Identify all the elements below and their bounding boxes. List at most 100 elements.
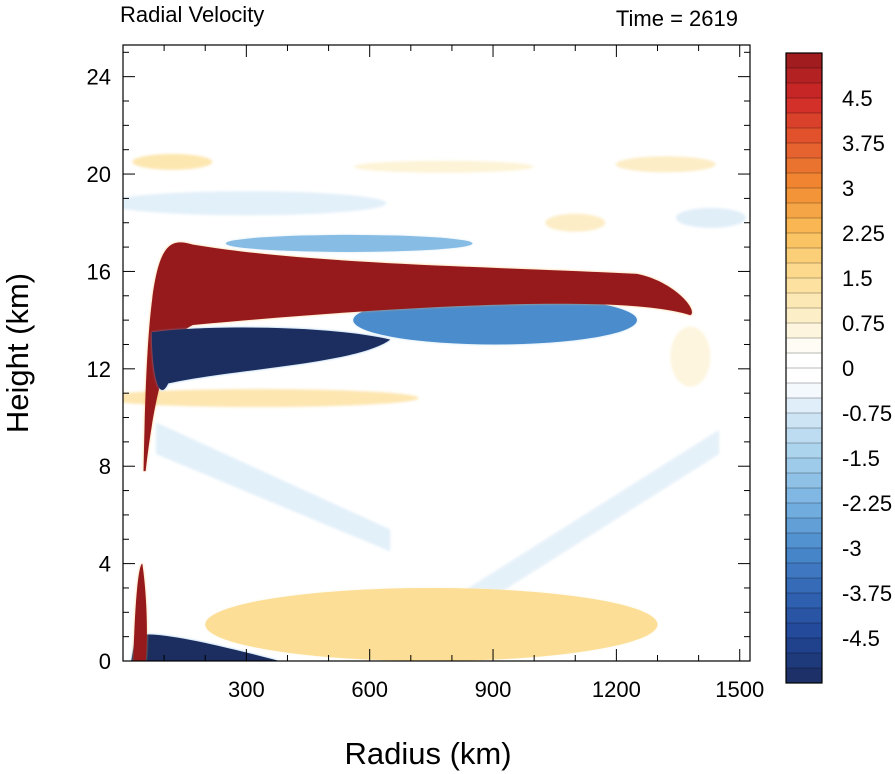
- heatmap-field: [123, 153, 746, 661]
- midlevel-patch: [670, 326, 711, 387]
- x-tick-label: 600: [351, 677, 388, 702]
- x-tick-label: 1200: [592, 677, 641, 702]
- colorbar-box: [786, 128, 822, 144]
- heatmap-feature-low-level-outflow: [205, 587, 658, 661]
- colorbar-box: [786, 518, 822, 534]
- colorbar-box: [786, 188, 822, 204]
- feature-core: [131, 634, 280, 661]
- feature-core: [353, 295, 637, 345]
- colorbar-box: [786, 98, 822, 114]
- colorbar-box: [786, 593, 822, 609]
- heatmap-feature-inflow-below-outflow: [151, 327, 391, 391]
- colorbar-box: [786, 413, 822, 429]
- colorbar-box: [786, 398, 822, 414]
- colorbar-box: [786, 578, 822, 594]
- colorbar-box: [786, 158, 822, 174]
- feature-core: [205, 587, 658, 661]
- colorbar-box: [786, 473, 822, 489]
- midlevel-streak: [155, 422, 391, 552]
- y-tick-label: 20: [87, 162, 111, 187]
- feature-core: [225, 234, 473, 252]
- colorbar-box: [786, 668, 822, 684]
- colorbar-label: 3: [842, 176, 854, 201]
- colorbar-label: 1.5: [842, 266, 873, 291]
- colorbar-label: -2.25: [842, 491, 892, 516]
- heatmap-feature-mid-level-inflow: [353, 295, 637, 345]
- colorbar-label: 0: [842, 356, 854, 381]
- colorbar-box: [786, 293, 822, 309]
- x-tick-label: 900: [475, 677, 512, 702]
- plot-frame: [122, 44, 751, 662]
- colorbar-label: 4.5: [842, 86, 873, 111]
- feature-core: [143, 242, 692, 472]
- colorbar-box: [786, 338, 822, 354]
- colorbar-box: [786, 263, 822, 279]
- top-patch: [353, 160, 534, 173]
- colorbar-box: [786, 53, 822, 69]
- colorbar-box: [786, 68, 822, 84]
- heatmap-feature-boundary-layer-inflow: [131, 634, 280, 661]
- colorbar-label: 0.75: [842, 311, 885, 336]
- colorbar-label: 2.25: [842, 221, 885, 246]
- colorbar-box: [786, 233, 822, 249]
- heatmap-feature-upper-outflow: [143, 242, 692, 472]
- heatmap-feature-outflow-top-inflow: [225, 234, 473, 252]
- colorbar-box: [786, 623, 822, 639]
- colorbar-box: [786, 218, 822, 234]
- colorbar-box: [786, 323, 822, 339]
- top-patch: [132, 153, 213, 170]
- background-texture: [123, 153, 746, 644]
- y-tick-label: 4: [99, 552, 111, 577]
- y-tick-label: 8: [99, 454, 111, 479]
- colorbar-box: [786, 113, 822, 129]
- colorbar-label: -3: [842, 536, 862, 561]
- colorbar-label: 3.75: [842, 131, 885, 156]
- y-tick-label: 24: [87, 65, 111, 90]
- y-tick-label: 0: [99, 649, 111, 674]
- colorbar-label: -1.5: [842, 446, 880, 471]
- y-axis-label: Height (km): [0, 273, 35, 433]
- colorbar-box: [786, 653, 822, 669]
- feature-core: [151, 327, 391, 391]
- chart-title-left: Radial Velocity: [120, 2, 264, 27]
- colorbar-box: [786, 83, 822, 99]
- colorbar-box: [786, 383, 822, 399]
- x-tick-label: 1500: [715, 677, 764, 702]
- colorbar-frame: [785, 52, 823, 684]
- colorbar-box: [786, 143, 822, 159]
- colorbar-box: [786, 503, 822, 519]
- top-patch: [545, 213, 606, 232]
- colorbar-box: [786, 638, 822, 654]
- upper-streak: [123, 191, 387, 216]
- colorbar-box: [786, 458, 822, 474]
- top-patch: [615, 156, 716, 173]
- x-axis: 300 600 900 1200 1500: [163, 45, 764, 702]
- colorbar-box: [786, 533, 822, 549]
- edge-streak: [675, 207, 746, 228]
- feature-core: [133, 563, 147, 661]
- colorbar-box: [786, 308, 822, 324]
- colorbar-box: [786, 608, 822, 624]
- colorbar-box: [786, 428, 822, 444]
- colorbar-box: [786, 353, 822, 369]
- y-tick-label: 12: [87, 357, 111, 382]
- colorbar-box: [786, 488, 822, 504]
- colorbar-label: -4.5: [842, 626, 880, 651]
- colorbar-label: -3.75: [842, 581, 892, 606]
- colorbar-box: [786, 248, 822, 264]
- colorbar-box: [786, 548, 822, 564]
- x-tick-label: 300: [228, 677, 265, 702]
- colorbar-box: [786, 368, 822, 384]
- colorbar-box: [786, 203, 822, 219]
- colorbar-box: [786, 563, 822, 579]
- midlevel-patch: [123, 389, 419, 408]
- x-axis-label: Radius (km): [344, 736, 511, 771]
- y-tick-label: 16: [87, 259, 111, 284]
- colorbar-box: [786, 173, 822, 189]
- y-axis: 0 4 8 12 16 20 24: [87, 51, 750, 674]
- colorbar-box: [786, 278, 822, 294]
- colorbar-box: [786, 443, 822, 459]
- heatmap-feature-eyewall-column: [133, 563, 147, 661]
- colorbar-label: -0.75: [842, 401, 892, 426]
